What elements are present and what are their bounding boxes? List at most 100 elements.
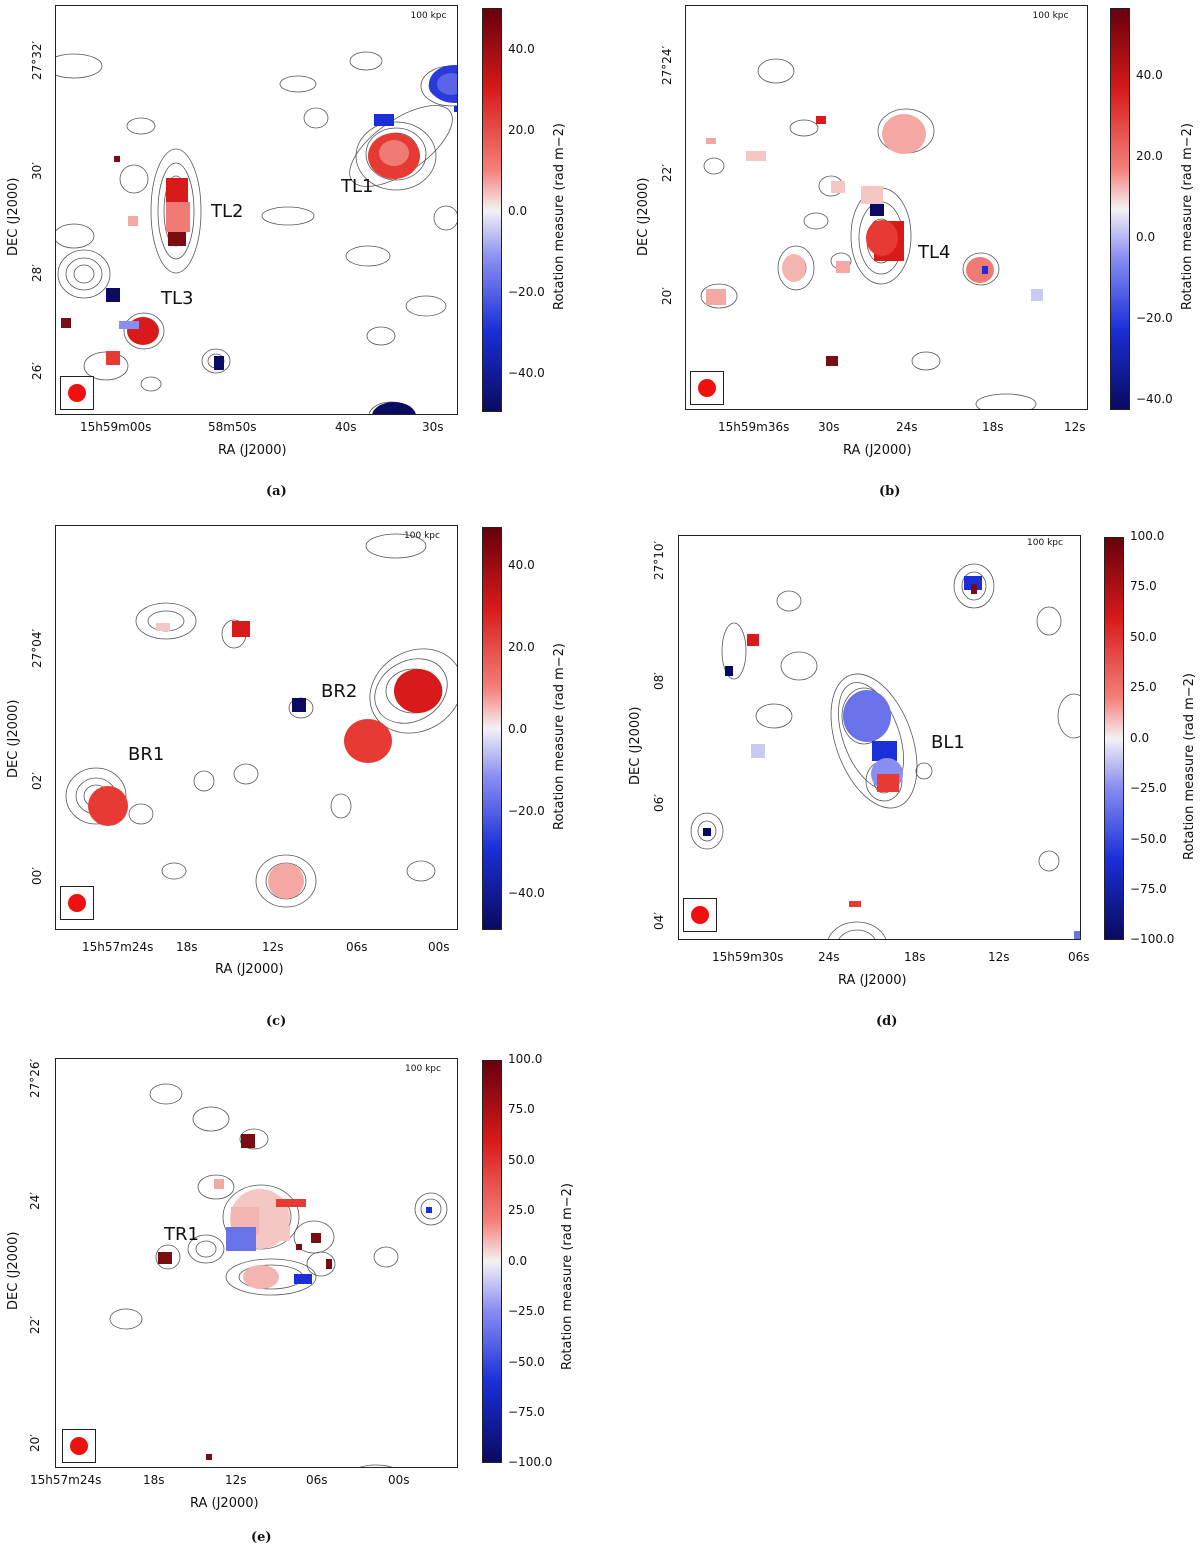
- rm-map-a: TL1 TL2 TL3 100 kpc: [55, 5, 458, 415]
- rm-map-b: TL4 100 kpc: [685, 5, 1088, 410]
- y-axis-label: DEC (J2000): [6, 1231, 21, 1311]
- y-tick: 28′: [30, 264, 44, 282]
- colorbar-tick: 40.0: [508, 558, 535, 572]
- colorbar-tick: −75.0: [1130, 882, 1167, 896]
- colorbar-tick: 0.0: [508, 204, 528, 218]
- y-tick: 27°32′: [30, 40, 44, 80]
- colorbar-tick: 20.0: [508, 123, 535, 137]
- colorbar-tick: 0.0: [1136, 230, 1156, 244]
- colorbar-label: Rotation measure (rad m−2): [1182, 673, 1197, 860]
- colorbar-tick: −20.0: [508, 804, 545, 818]
- y-tick: 02′: [30, 772, 44, 790]
- x-tick: 12s: [262, 940, 284, 954]
- scale-bar: 100 kpc: [1014, 538, 1076, 556]
- colorbar-tick: 20.0: [1136, 149, 1163, 163]
- y-tick: 22′: [28, 1316, 42, 1334]
- x-tick: 15h57m24s: [82, 940, 154, 954]
- panel-caption: (e): [251, 1530, 272, 1545]
- colorbar-tick: −20.0: [508, 285, 545, 299]
- y-axis-label: DEC (J2000): [636, 177, 651, 257]
- colorbar-c: [482, 527, 502, 930]
- x-tick: 06s: [1068, 950, 1090, 964]
- colorbar-tick: −50.0: [1130, 832, 1167, 846]
- y-tick: 27°04′: [30, 628, 44, 668]
- colorbar-tick: 40.0: [508, 42, 535, 56]
- scale-bar: 100 kpc: [392, 1064, 454, 1084]
- x-tick: 24s: [818, 950, 840, 964]
- y-tick: 22′: [660, 164, 674, 182]
- rm-map-c: BR1 BR2 100 kpc: [55, 525, 458, 930]
- scale-bar: 100 kpc: [1018, 11, 1083, 31]
- colorbar-b: [1110, 8, 1130, 410]
- colorbar-label: Rotation measure (rad m−2): [1180, 123, 1195, 310]
- colorbar-tick: 0.0: [1130, 731, 1150, 745]
- scale-bar: 100 kpc: [401, 11, 456, 31]
- source-label-tl1: TL1: [341, 176, 374, 197]
- x-tick: 12s: [1064, 420, 1086, 434]
- x-tick: 30s: [818, 420, 840, 434]
- y-axis-label: DEC (J2000): [628, 706, 643, 786]
- y-tick: 26′: [30, 362, 44, 380]
- source-label-tl2: TL2: [211, 201, 244, 222]
- x-tick: 18s: [982, 420, 1004, 434]
- colorbar-tick: −40.0: [508, 886, 545, 900]
- colorbar-tick: −100.0: [508, 1455, 553, 1469]
- colorbar-label: Rotation measure (rad m−2): [552, 643, 567, 830]
- scale-bar-label: 100 kpc: [405, 1064, 441, 1074]
- x-tick: 15h57m24s: [30, 1473, 102, 1487]
- colorbar-tick: 25.0: [508, 1203, 535, 1217]
- rm-map-e: TR1 100 kpc: [55, 1058, 458, 1468]
- x-tick: 58m50s: [208, 420, 257, 434]
- source-label-br1: BR1: [128, 744, 165, 765]
- colorbar-tick: 50.0: [1130, 630, 1157, 644]
- colorbar-tick: 20.0: [508, 640, 535, 654]
- colorbar-tick: −40.0: [508, 366, 545, 380]
- x-tick: 24s: [896, 420, 918, 434]
- colorbar-a: [482, 8, 502, 412]
- y-tick: 24′: [28, 1192, 42, 1210]
- beam-marker: [60, 376, 94, 410]
- panel-caption: (a): [266, 484, 287, 499]
- panel-caption: (c): [266, 1014, 287, 1029]
- x-tick: 06s: [346, 940, 368, 954]
- contour-map-b: [700, 58, 1043, 409]
- colorbar-tick: 75.0: [508, 1102, 535, 1116]
- panel-caption: (d): [876, 1014, 898, 1029]
- x-axis-label: RA (J2000): [218, 443, 287, 458]
- x-tick: 30s: [422, 420, 444, 434]
- source-label-tl3: TL3: [161, 288, 194, 309]
- colorbar-tick: 100.0: [1130, 529, 1165, 543]
- panel-caption: (b): [879, 484, 901, 499]
- x-axis-label: RA (J2000): [190, 1496, 259, 1511]
- y-axis-label: DEC (J2000): [6, 177, 21, 257]
- scale-bar-label: 100 kpc: [1032, 11, 1069, 21]
- colorbar-tick: 50.0: [508, 1153, 535, 1167]
- x-tick: 18s: [176, 940, 198, 954]
- colorbar-tick: 25.0: [1130, 680, 1157, 694]
- x-axis-label: RA (J2000): [838, 973, 907, 988]
- beam-marker: [690, 371, 724, 405]
- colorbar-e: [482, 1060, 502, 1463]
- scale-bar-label: 100 kpc: [404, 531, 440, 541]
- y-tick: 08′: [652, 672, 666, 690]
- y-axis-label: DEC (J2000): [6, 699, 21, 779]
- y-tick: 20′: [28, 1434, 42, 1452]
- x-tick: 18s: [904, 950, 926, 964]
- colorbar-tick: −100.0: [1130, 932, 1175, 946]
- source-label-tl4: TL4: [918, 242, 951, 263]
- x-tick: 18s: [143, 1473, 165, 1487]
- colorbar-tick: 0.0: [508, 722, 528, 736]
- y-tick: 00′: [30, 867, 44, 885]
- contour-map-d: [690, 563, 1080, 939]
- y-tick: 20′: [660, 287, 674, 305]
- colorbar-tick: −40.0: [1136, 392, 1173, 406]
- x-axis-label: RA (J2000): [843, 443, 912, 458]
- colorbar-label: Rotation measure (rad m−2): [560, 1183, 575, 1370]
- x-tick: 15h59m36s: [718, 420, 790, 434]
- x-tick: 00s: [388, 1473, 410, 1487]
- y-tick: 06′: [652, 794, 666, 812]
- colorbar-tick: 75.0: [1130, 579, 1157, 593]
- y-tick: 27°24′: [660, 45, 674, 85]
- beam-marker: [62, 1429, 96, 1463]
- x-tick: 06s: [306, 1473, 328, 1487]
